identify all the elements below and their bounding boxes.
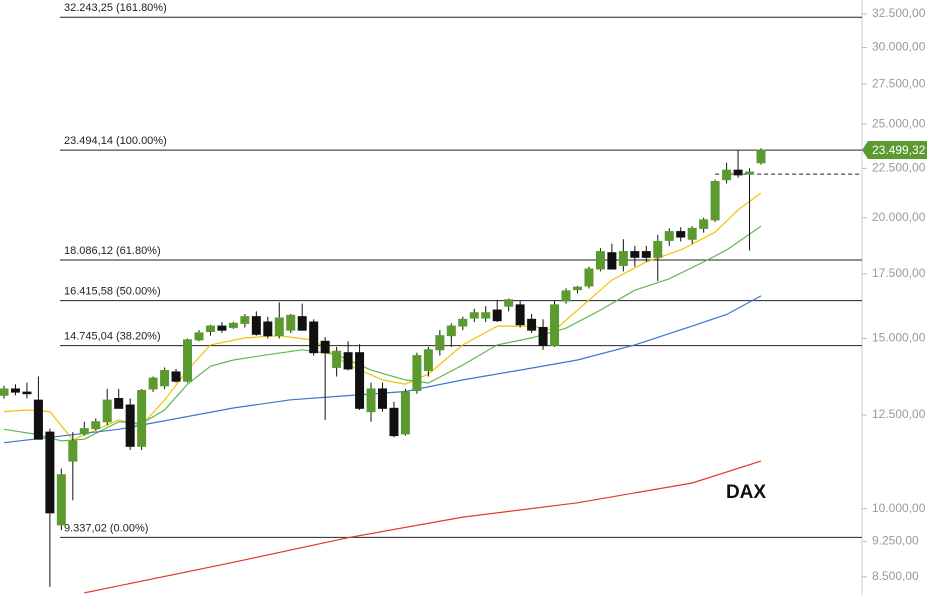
candle-body: [68, 440, 78, 462]
y-tick-label: 32.500,00: [872, 6, 926, 20]
candle-body: [114, 398, 124, 409]
candle-body: [297, 316, 307, 331]
candle-body: [286, 314, 296, 331]
candle-body: [676, 231, 686, 238]
candle-body: [160, 369, 170, 387]
candle-body: [699, 219, 709, 229]
last-price-badge: [862, 141, 927, 160]
candle-body: [653, 240, 663, 258]
y-tick-label: 30.000,00: [872, 40, 926, 54]
candle-body: [91, 421, 101, 430]
candle-body: [217, 325, 227, 331]
candle-body: [561, 290, 571, 302]
y-tick-label: 8.500,00: [872, 569, 919, 583]
candle-body: [527, 318, 537, 331]
candle-body: [538, 326, 548, 347]
candle-body: [332, 350, 342, 368]
candle-body: [469, 312, 479, 319]
candle-body: [56, 474, 66, 526]
candle-body: [572, 286, 582, 291]
candle-body: [446, 325, 456, 337]
level-label: 23.494,14 (100.00%): [64, 135, 167, 147]
candle-body: [125, 404, 135, 447]
candle-body: [504, 299, 514, 307]
candle-body: [263, 321, 273, 337]
y-tick-label: 22.500,00: [872, 160, 926, 174]
candle-body: [309, 321, 319, 354]
candle-body: [687, 227, 697, 240]
moving-average: [84, 460, 762, 594]
y-tick-label: 27.500,00: [872, 76, 926, 90]
level-label: 18.086,12 (61.80%): [64, 245, 161, 257]
last-price-label: 23.499,32: [872, 143, 926, 157]
candle-body: [710, 181, 720, 221]
candle-body: [481, 312, 491, 319]
y-tick-label: 25.000,00: [872, 116, 926, 130]
candle-body: [251, 316, 261, 335]
moving-average: [3, 225, 762, 442]
candle-body: [607, 252, 617, 270]
candle-body: [733, 169, 743, 176]
candle-body: [366, 388, 376, 413]
level-label: 9.337,02 (0.00%): [64, 522, 148, 534]
candle-body: [745, 171, 755, 175]
candle-body: [320, 340, 330, 354]
candle-body: [22, 391, 32, 395]
chart-title: DAX: [726, 482, 766, 503]
y-tick-label: 15.000,00: [872, 331, 926, 345]
level-label: 32.243,25 (161.80%): [64, 2, 167, 14]
level-label: 14.745,04 (38.20%): [64, 331, 161, 343]
candle-body: [205, 325, 215, 333]
candle-body: [0, 388, 9, 396]
candle-body: [618, 251, 628, 266]
candle-body: [194, 332, 204, 341]
candle-body: [664, 231, 674, 241]
candle-body: [171, 371, 181, 382]
level-label: 16.415,58 (50.00%): [64, 286, 161, 298]
candle-body: [137, 390, 147, 447]
y-tick-label: 20.000,00: [872, 210, 926, 224]
candle-body: [756, 149, 766, 164]
candle-body: [79, 428, 89, 435]
candle-body: [515, 304, 525, 326]
candle-body: [492, 309, 502, 322]
candle-body: [412, 355, 422, 392]
candle-body: [435, 335, 445, 351]
y-tick-label: 10.000,00: [872, 501, 926, 515]
candle-body: [550, 304, 560, 347]
moving-average: [3, 295, 762, 444]
candle-body: [378, 388, 387, 409]
candle-body: [183, 339, 193, 382]
candle-body: [722, 169, 732, 181]
candle-body: [423, 349, 433, 371]
candle-body: [400, 391, 410, 435]
candle-body: [355, 352, 365, 409]
candle-body: [343, 352, 353, 370]
candle-body: [274, 317, 284, 337]
candle-body: [458, 318, 468, 327]
y-tick-label: 12.500,00: [872, 407, 926, 421]
candle-body: [228, 322, 238, 328]
candle-body: [148, 377, 158, 390]
candle-body: [641, 251, 651, 258]
candle-body: [389, 407, 399, 437]
y-tick-label: 9.250,00: [872, 534, 919, 548]
candle-body: [240, 316, 250, 324]
candle-body: [45, 431, 55, 514]
candle-body: [630, 251, 640, 258]
candle-body: [10, 388, 20, 393]
candle-body: [102, 399, 112, 423]
candle-body: [584, 268, 594, 287]
candle-body: [595, 251, 605, 270]
candle-body: [33, 399, 43, 440]
y-tick-label: 17.500,00: [872, 266, 926, 280]
